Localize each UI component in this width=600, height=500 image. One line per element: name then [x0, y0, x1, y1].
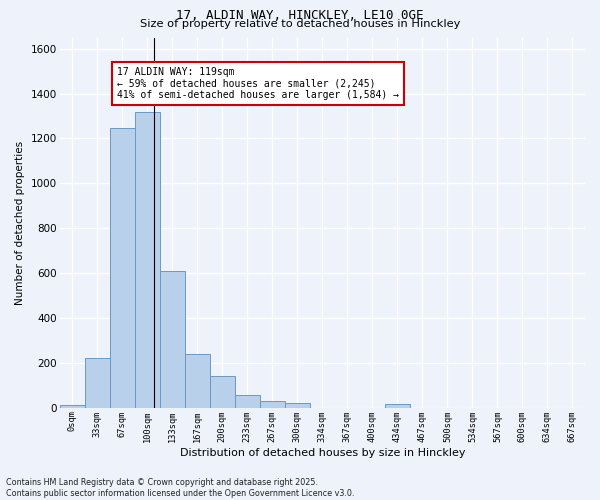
Bar — [260, 402, 285, 407]
Bar — [185, 354, 210, 408]
Bar — [210, 376, 235, 408]
Text: 17, ALDIN WAY, HINCKLEY, LE10 0GE: 17, ALDIN WAY, HINCKLEY, LE10 0GE — [176, 9, 424, 22]
Bar — [59, 406, 85, 407]
Bar — [85, 358, 110, 408]
Bar — [385, 404, 410, 407]
Bar — [134, 112, 160, 408]
Bar — [110, 128, 134, 407]
Text: 17 ALDIN WAY: 119sqm
← 59% of detached houses are smaller (2,245)
41% of semi-de: 17 ALDIN WAY: 119sqm ← 59% of detached h… — [117, 66, 399, 100]
Bar — [160, 271, 185, 407]
Bar — [285, 402, 310, 407]
X-axis label: Distribution of detached houses by size in Hinckley: Distribution of detached houses by size … — [179, 448, 465, 458]
Bar — [235, 396, 260, 407]
Text: Contains HM Land Registry data © Crown copyright and database right 2025.
Contai: Contains HM Land Registry data © Crown c… — [6, 478, 355, 498]
Text: Size of property relative to detached houses in Hinckley: Size of property relative to detached ho… — [140, 19, 460, 29]
Y-axis label: Number of detached properties: Number of detached properties — [15, 140, 25, 304]
